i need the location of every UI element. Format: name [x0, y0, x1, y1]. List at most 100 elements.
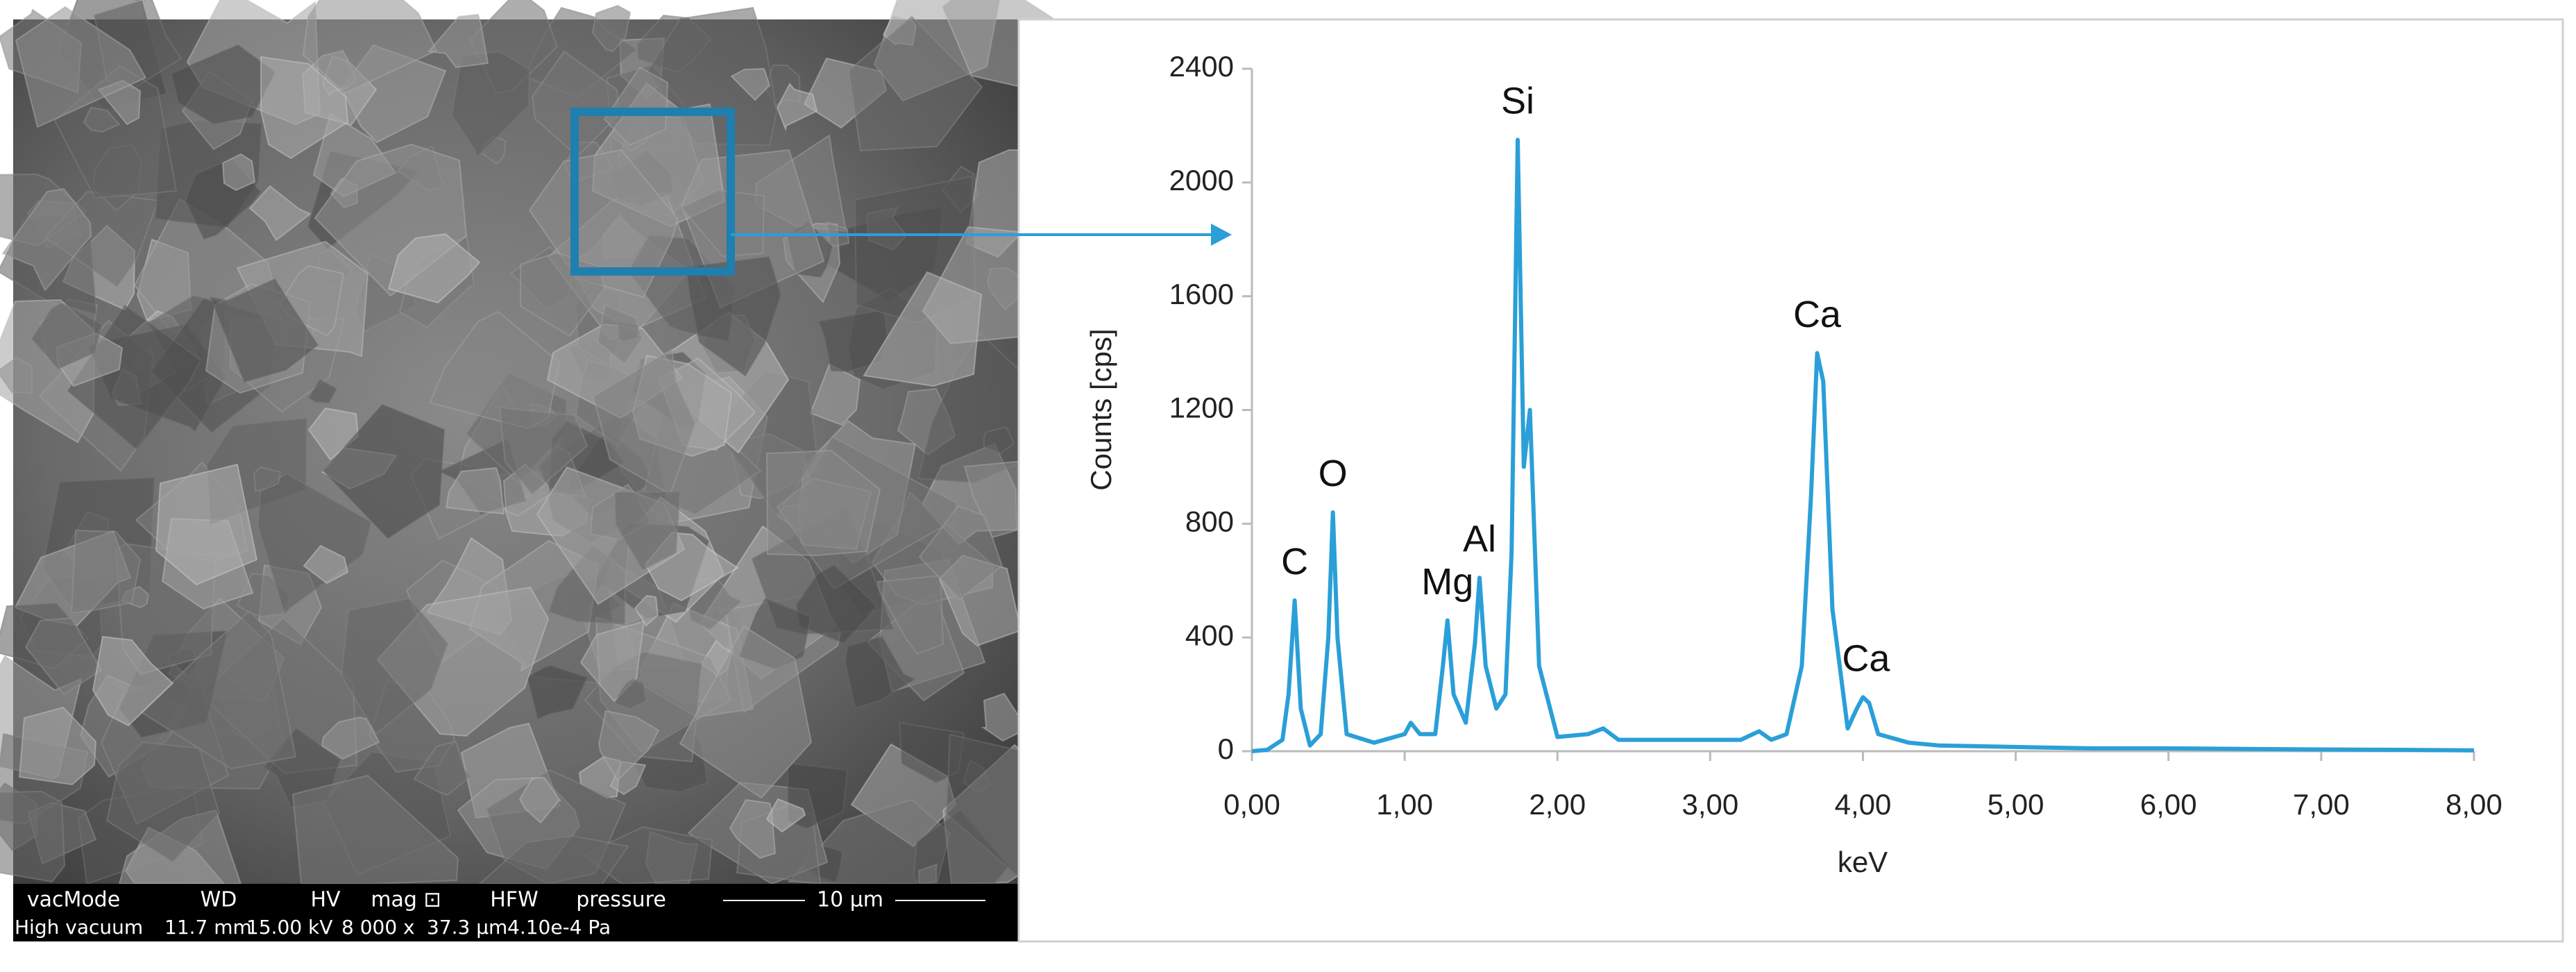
- y-tick-label: 400: [1185, 619, 1234, 651]
- peak-label: Si: [1501, 81, 1534, 122]
- sem-texture: [0, 0, 1094, 885]
- x-axis-title: keV: [1838, 846, 1888, 878]
- sem-flake: [809, 363, 861, 426]
- y-axis-title: Counts [cps]: [1085, 328, 1117, 490]
- sem-flake: [526, 664, 588, 720]
- sem-flake: [257, 472, 373, 615]
- sem-flake: [596, 303, 643, 365]
- sem-flake: [498, 406, 588, 496]
- sem-flake: [31, 302, 103, 370]
- sem-value: 15.00 kV: [246, 916, 332, 939]
- x-tick-label: 2,00: [1529, 788, 1586, 821]
- sem-flake: [248, 185, 312, 242]
- sem-flake: [603, 66, 669, 146]
- sem-flake: [765, 449, 881, 557]
- sem-flake: [221, 153, 256, 192]
- sem-flake: [445, 467, 505, 515]
- sem-flake: [70, 529, 142, 614]
- sem-flake: [307, 407, 359, 461]
- sem-flake: [847, 15, 983, 152]
- sem-flake: [105, 741, 221, 863]
- sem-flake: [253, 466, 282, 492]
- sem-flake: [92, 635, 174, 727]
- sem-flake: [302, 0, 438, 94]
- x-tick-label: 7,00: [2293, 788, 2350, 821]
- sem-header: HV: [310, 888, 341, 912]
- sem-flake: [591, 4, 632, 53]
- sem-flake: [844, 635, 917, 710]
- peak-label: C: [1281, 541, 1308, 583]
- sem-flake: [427, 13, 489, 69]
- y-tick-label: 1600: [1169, 278, 1234, 310]
- sem-flake: [260, 56, 349, 160]
- sem-flake: [1, 187, 92, 292]
- chart-panel: [1017, 18, 2564, 943]
- peak-label: Mg: [1421, 561, 1473, 603]
- x-tick-label: 5,00: [1988, 788, 2044, 821]
- sem-flake: [0, 790, 66, 883]
- sem-flake: [613, 490, 681, 571]
- sem-flake: [863, 271, 983, 387]
- x-tick-label: 3,00: [1682, 788, 1739, 821]
- sem-flake: [598, 710, 660, 782]
- scale-label: 10 μm: [817, 888, 883, 912]
- sem-flake: [876, 574, 944, 655]
- sem-flake: [765, 798, 806, 833]
- sem-flake: [981, 692, 1025, 742]
- sem-flake: [983, 426, 1015, 455]
- peak-label: O: [1319, 453, 1348, 494]
- peak-label: Al: [1463, 518, 1496, 560]
- sem-flake: [729, 798, 777, 860]
- sem-flake: [685, 255, 782, 377]
- sem-flake: [307, 378, 338, 403]
- y-tick-label: 0: [1218, 732, 1234, 765]
- info-bar: [13, 884, 1019, 941]
- arrow-head: [1211, 224, 1232, 246]
- sem-flake: [209, 278, 319, 383]
- sem-flake: [322, 403, 446, 539]
- sem-flake: [387, 233, 481, 304]
- sem-flake: [634, 594, 659, 627]
- sem-flake: [140, 610, 297, 770]
- y-tick-label: 800: [1185, 505, 1234, 537]
- sem-flake: [83, 106, 121, 133]
- sem-flake: [413, 740, 472, 796]
- sem-value: 37.3 μm: [427, 916, 507, 939]
- y-tick-label: 1200: [1169, 392, 1234, 424]
- sem-flake: [450, 50, 531, 160]
- y-tick-label: 2000: [1169, 164, 1234, 196]
- sem-flake: [679, 625, 813, 799]
- x-tick-label: 1,00: [1376, 788, 1433, 821]
- sem-header: HFW: [490, 888, 538, 912]
- sem-flake: [303, 544, 349, 585]
- x-tick-label: 4,00: [1835, 788, 1892, 821]
- sem-value: High vacuum: [15, 916, 143, 939]
- sem-flake: [340, 597, 449, 735]
- sem-flake: [15, 6, 147, 128]
- sem-flake: [613, 678, 647, 710]
- spectrum-line: [1251, 137, 2475, 753]
- sem-flake: [918, 505, 1003, 601]
- sem-header: WD: [201, 888, 237, 912]
- sem-flake: [155, 463, 258, 586]
- sem-flake: [518, 776, 561, 824]
- y-tick-label: 2400: [1169, 50, 1234, 83]
- sem-flake: [24, 617, 103, 696]
- sem-header: vacMode: [27, 888, 120, 912]
- peak-label: Ca: [1842, 637, 1890, 679]
- sem-flake: [795, 564, 878, 644]
- sem-value: 11.7 mm: [164, 916, 252, 939]
- sem-flake: [18, 706, 97, 786]
- sem-flake: [321, 716, 380, 760]
- peak-label: Ca: [1793, 294, 1842, 335]
- x-tick-label: 0,00: [1223, 788, 1280, 821]
- x-tick-label: 6,00: [2140, 788, 2197, 821]
- sem-flake: [817, 308, 889, 373]
- sem-flake: [730, 67, 771, 101]
- sem-image: 10 μm: [0, 0, 1094, 941]
- sem-value: 4.10e-4 Pa: [507, 916, 611, 939]
- x-tick-label: 8,00: [2446, 788, 2502, 821]
- selection-box: [570, 108, 735, 276]
- sem-flake: [776, 83, 818, 132]
